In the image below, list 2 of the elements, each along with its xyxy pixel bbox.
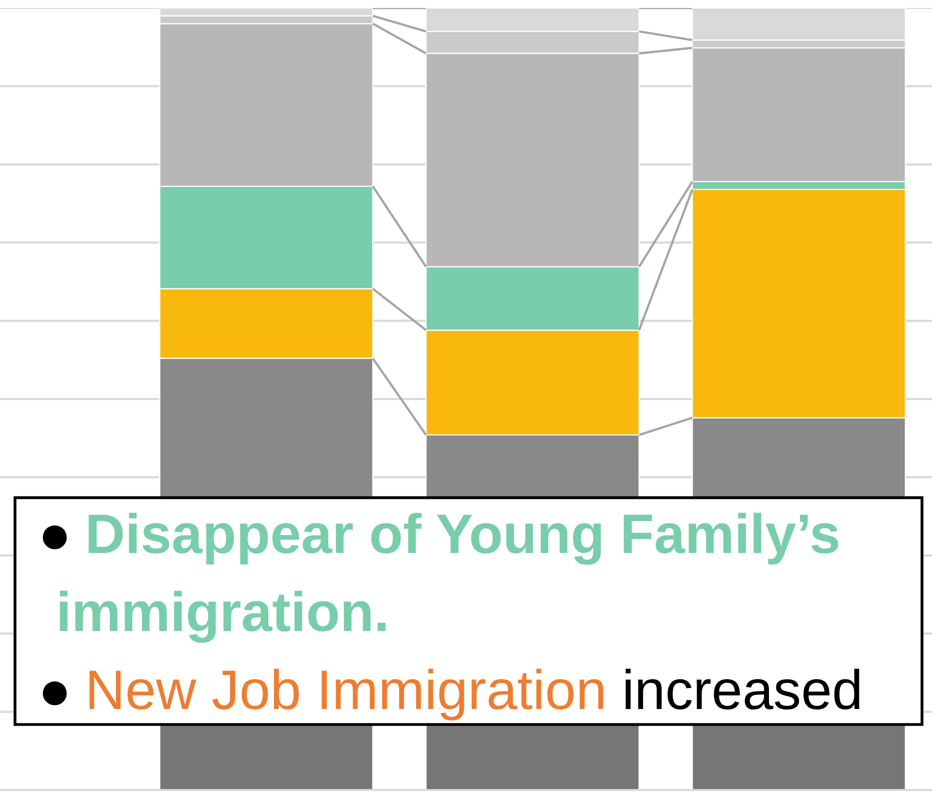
annotation: ●New Job Immigration increased <box>42 668 860 721</box>
annotation: ●Disappear of Young Family’s immigration. <box>42 512 838 643</box>
